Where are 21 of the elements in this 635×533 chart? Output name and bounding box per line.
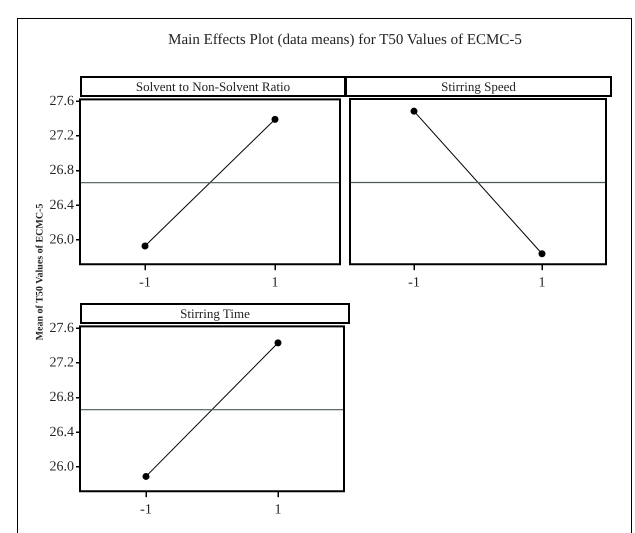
x-tick-label: -1 — [140, 502, 152, 518]
chart-subtitle: Stirring Time — [80, 303, 350, 324]
y-tick-label: 26.0 — [50, 232, 74, 248]
chart-subtitle: Solvent to Non-Solvent Ratio — [80, 76, 346, 97]
y-tick-label: 26.8 — [50, 163, 74, 178]
y-tick-label: 26.0 — [50, 460, 74, 475]
y-tick-label: 27.6 — [50, 320, 74, 336]
y-tick-label: 27.6 — [50, 94, 74, 109]
y-axis-title: Mean of T50 Values of ECMC-5 — [34, 204, 46, 340]
chart-title: Main Effects Plot (data means) for T50 Values of ECMC-5 — [167, 32, 523, 49]
x-tick-label: -1 — [408, 275, 420, 290]
x-tick-label: 1 — [538, 275, 546, 290]
chart-subtitle: Stirring Speed — [345, 76, 612, 97]
x-tick-label: -1 — [139, 275, 151, 290]
y-tick-label: 26.8 — [50, 390, 74, 406]
y-tick-label: 26.4 — [50, 424, 74, 440]
y-tick-label: 27.2 — [50, 356, 74, 370]
y-tick-label: 27.2 — [50, 128, 74, 144]
x-tick-label: 1 — [272, 275, 278, 290]
y-tick-label: 26.4 — [50, 198, 74, 213]
x-tick-label: 1 — [274, 502, 282, 518]
